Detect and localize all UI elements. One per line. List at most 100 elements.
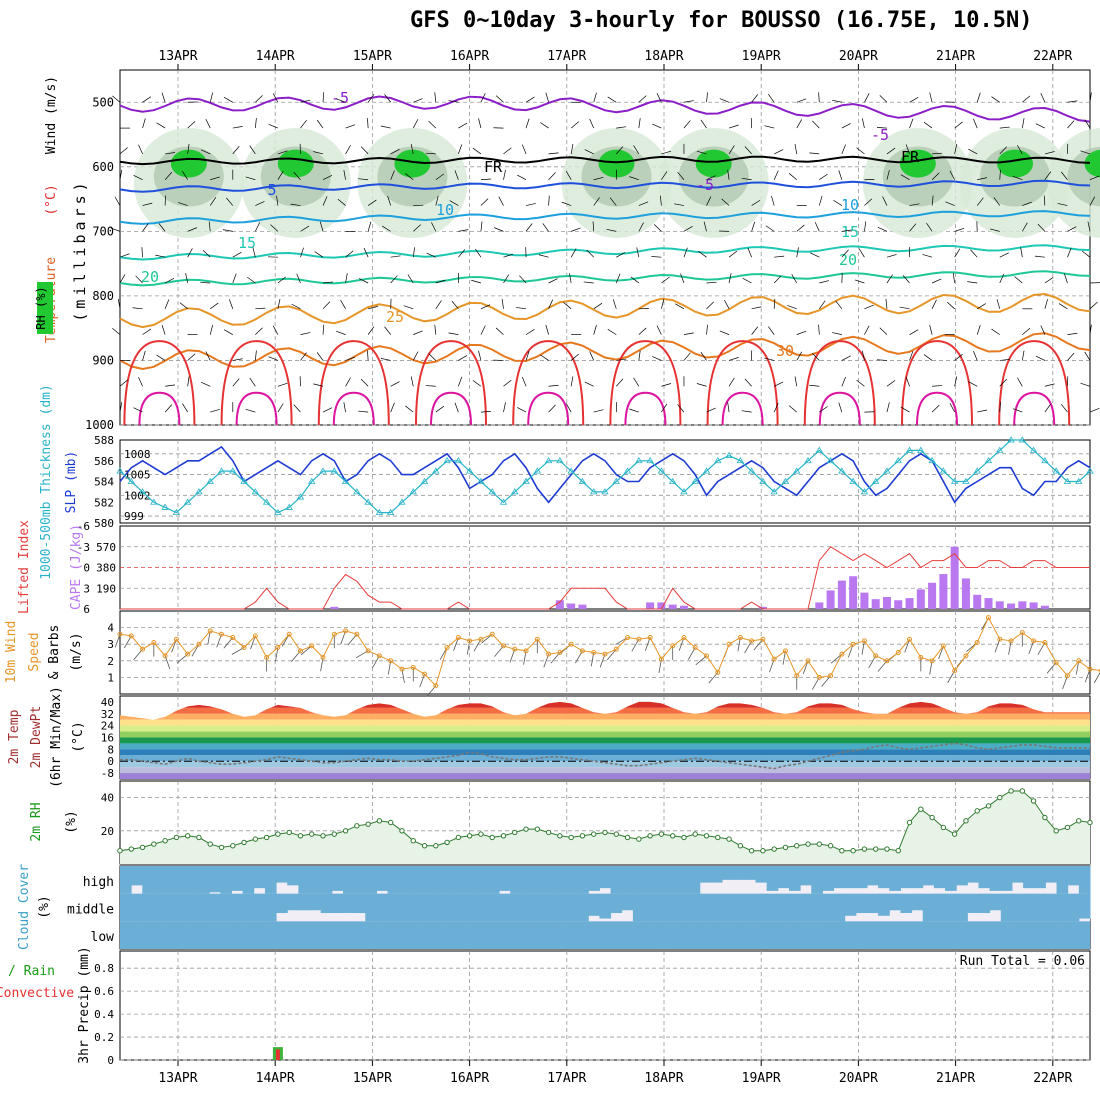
- thickness-point: [962, 477, 970, 484]
- wind-barb: [773, 402, 779, 413]
- rh2m-point: [1064, 824, 1071, 831]
- wind-barb: [540, 122, 549, 129]
- wind-barb: [923, 121, 933, 129]
- wind-barb: [428, 120, 437, 129]
- wind-barb: [209, 197, 217, 206]
- rh2m-point: [861, 846, 868, 852]
- thickness-point: [1075, 477, 1083, 484]
- wind-barb: [570, 248, 577, 258]
- cloud-mid-bar: [532, 893, 545, 922]
- thickness-point: [127, 477, 135, 484]
- wind-barb: [609, 197, 617, 206]
- wind-barb: [593, 409, 604, 413]
- cloud-high-bar: [320, 866, 333, 894]
- cloud-mid-bar: [1078, 893, 1091, 919]
- wind-barb: [922, 254, 933, 258]
- wind-barb: [593, 324, 597, 335]
- wind-barb: [187, 143, 190, 154]
- thickness-point: [477, 477, 485, 484]
- temp-band: [120, 743, 1090, 750]
- wind-barb: [548, 278, 558, 284]
- wind-barb: [458, 376, 463, 387]
- wind-barb: [319, 221, 324, 232]
- wind10m-point: [1031, 638, 1037, 644]
- wind-barb: [164, 299, 170, 309]
- cloud-mid-bar: [175, 893, 188, 922]
- thickness-point: [262, 498, 271, 505]
- wind10m-point: [207, 628, 213, 634]
- cloud-mid-bar: [487, 893, 500, 922]
- li-line: [120, 546, 1090, 610]
- wind-barb: [458, 355, 468, 361]
- wind-barb: [345, 124, 356, 129]
- wind-barb: [900, 406, 910, 413]
- wind-barb: [583, 281, 594, 284]
- wind-barb: [700, 119, 707, 129]
- wind-barb: [841, 355, 851, 361]
- cape-bar: [657, 602, 666, 609]
- wind-barb: [593, 302, 603, 310]
- cloud-mid-bar: [621, 893, 634, 911]
- cape-bar: [882, 596, 891, 609]
- precip-unit-label: 3hr Precip (mm): [77, 946, 92, 1063]
- thickness-point: [826, 456, 835, 464]
- wind-barb: [503, 253, 514, 258]
- cloud-mid-bar: [376, 893, 389, 922]
- wind-barb: [142, 328, 152, 335]
- wind-barb: [384, 326, 391, 335]
- contour-label: -5: [696, 176, 714, 194]
- cloud-mid-bar: [655, 893, 667, 922]
- wind-barb: [405, 173, 414, 181]
- rh2m-point: [139, 844, 146, 851]
- thickness-point: [623, 467, 632, 474]
- temp-tick-label: 32: [101, 708, 114, 721]
- cloud-mid-bar: [644, 893, 656, 922]
- wind-barb: [337, 198, 346, 206]
- cloud-high-bar: [565, 866, 578, 894]
- wind-barb: [1089, 408, 1100, 413]
- wind-barb: [616, 358, 627, 361]
- date-label-bottom: 21APR: [936, 1071, 975, 1086]
- cloud-high-bar: [354, 866, 366, 894]
- wind-barb: [410, 376, 414, 387]
- wind-barb: [270, 224, 279, 232]
- li-axis-label: Lifted Index: [17, 520, 32, 614]
- wind-barb: [989, 228, 1000, 232]
- date-label-bottom: 22APR: [1033, 1071, 1072, 1086]
- wind-barb: [970, 249, 978, 258]
- wind-barb: [223, 96, 233, 103]
- wind-barb: [345, 356, 356, 361]
- wind-barb: [142, 350, 146, 361]
- cloud-mid-bar: [298, 893, 311, 911]
- wind-barb: [677, 404, 685, 413]
- wind-barb: [413, 330, 423, 335]
- cloud-high-bar: [186, 866, 199, 894]
- wind10m-axis-label: & Barbs: [47, 625, 62, 680]
- wind10m-point: [907, 636, 913, 642]
- wind10m-point: [140, 646, 146, 652]
- cloud-high-bar: [599, 866, 612, 889]
- wind-barb: [1067, 332, 1078, 335]
- wind-barb: [119, 253, 130, 258]
- cloud-mid-bar: [231, 893, 244, 922]
- rh2m-point: [275, 831, 281, 837]
- wind-barb: [996, 299, 1001, 309]
- temp-band: [120, 719, 1090, 726]
- wind10m-point: [591, 650, 597, 655]
- wind-barb: [1035, 123, 1046, 129]
- wind-barb: [119, 402, 123, 413]
- wind-barb: [322, 324, 325, 335]
- cloud-mid-bar: [142, 893, 154, 922]
- cloud-mid-bar: [1011, 893, 1024, 922]
- wind10m-point: [388, 658, 394, 664]
- wind-barb: [182, 171, 188, 180]
- wind-barb: [133, 407, 143, 413]
- wind-barb: [458, 144, 463, 155]
- wind-barb: [384, 94, 391, 103]
- cloud-mid-bar: [354, 893, 366, 914]
- thickness-point: [511, 488, 519, 495]
- wind-barb: [272, 325, 279, 335]
- wind-barb: [426, 252, 436, 258]
- rh2m-point: [692, 831, 698, 837]
- wind10m-point: [185, 651, 191, 657]
